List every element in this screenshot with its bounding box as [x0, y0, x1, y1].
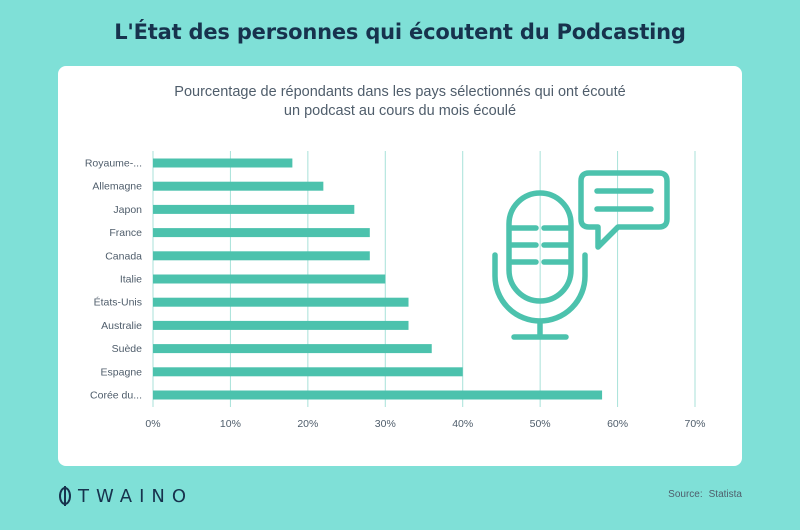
category-label: Japon	[113, 204, 142, 216]
category-labels: Royaume-... Allemagne Japon France Canada Ita…	[85, 158, 142, 402]
bar	[153, 158, 293, 168]
x-tick-label: 40%	[452, 418, 473, 430]
bar	[153, 274, 386, 284]
category-label: Canada	[105, 250, 142, 262]
x-tick-label: 0%	[145, 418, 160, 430]
source-label: Source:	[668, 489, 703, 500]
twaino-logo: TWAINO	[58, 484, 193, 508]
source-note: Source: Statista	[668, 489, 742, 500]
bars	[153, 158, 603, 400]
source-value: Statista	[708, 489, 742, 500]
category-label: Allemagne	[92, 181, 142, 193]
category-label: Australie	[101, 320, 142, 332]
category-label: Espagne	[101, 366, 143, 378]
category-label: Royaume-...	[85, 158, 142, 170]
subtitle-line-2: un podcast au cours du mois écoulé	[283, 103, 517, 119]
bar	[153, 251, 370, 261]
brand-name: TWAINO	[78, 485, 194, 507]
category-label: Italie	[120, 274, 142, 286]
category-label: Corée du...	[90, 390, 142, 402]
bar	[153, 344, 432, 354]
bar	[153, 181, 324, 191]
x-tick-label: 60%	[607, 418, 628, 430]
x-tick-label: 30%	[375, 418, 396, 430]
subtitle-line-1: Pourcentage de répondants dans les pays …	[174, 84, 626, 100]
chart-subtitle: Pourcentage de répondants dans les pays …	[0, 83, 800, 121]
category-label: Suède	[112, 343, 143, 355]
podcast-illustration	[492, 170, 670, 340]
bar	[153, 390, 603, 400]
category-label: France	[109, 227, 142, 239]
bar	[153, 367, 463, 377]
bar	[153, 204, 355, 214]
x-tick-label: 20%	[297, 418, 318, 430]
x-tick-labels: 0% 10% 20% 30% 40% 50% 60% 70%	[145, 418, 705, 430]
bar	[153, 320, 409, 330]
twaino-logo-icon	[59, 486, 71, 506]
speech-bubble-icon	[578, 170, 670, 250]
x-tick-label: 10%	[220, 418, 241, 430]
bar	[153, 297, 409, 307]
bar	[153, 228, 370, 238]
chart-title: L'État des personnes qui écoutent du Pod…	[114, 20, 686, 44]
category-label: États-Unis	[94, 296, 142, 309]
x-tick-label: 50%	[530, 418, 551, 430]
x-tick-label: 70%	[684, 418, 705, 430]
microphone-icon	[492, 190, 588, 340]
